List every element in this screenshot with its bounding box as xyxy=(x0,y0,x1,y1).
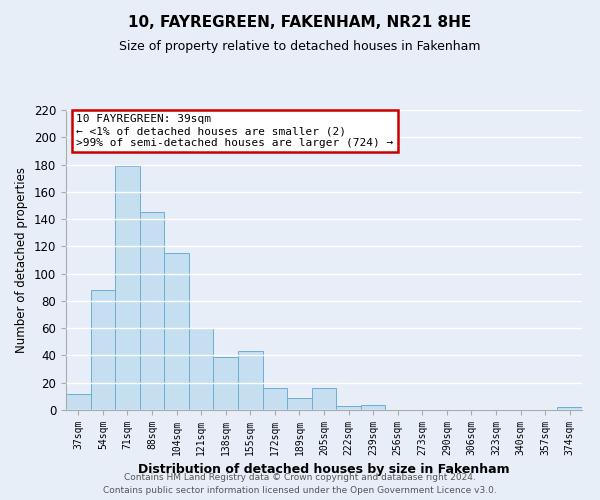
Bar xyxy=(312,388,336,410)
Bar xyxy=(238,352,263,410)
Bar xyxy=(91,290,115,410)
Bar xyxy=(263,388,287,410)
Bar xyxy=(115,166,140,410)
Text: Contains HM Land Registry data © Crown copyright and database right 2024.: Contains HM Land Registry data © Crown c… xyxy=(124,474,476,482)
Bar xyxy=(214,357,238,410)
Text: 10 FAYREGREEN: 39sqm
← <1% of detached houses are smaller (2)
>99% of semi-detac: 10 FAYREGREEN: 39sqm ← <1% of detached h… xyxy=(76,114,394,148)
Bar xyxy=(361,404,385,410)
Bar xyxy=(189,328,214,410)
Bar xyxy=(66,394,91,410)
X-axis label: Distribution of detached houses by size in Fakenham: Distribution of detached houses by size … xyxy=(138,464,510,476)
Bar xyxy=(164,253,189,410)
Bar xyxy=(336,406,361,410)
Text: Contains public sector information licensed under the Open Government Licence v3: Contains public sector information licen… xyxy=(103,486,497,495)
Bar xyxy=(557,408,582,410)
Bar xyxy=(287,398,312,410)
Bar xyxy=(140,212,164,410)
Text: 10, FAYREGREEN, FAKENHAM, NR21 8HE: 10, FAYREGREEN, FAKENHAM, NR21 8HE xyxy=(128,15,472,30)
Y-axis label: Number of detached properties: Number of detached properties xyxy=(16,167,28,353)
Text: Size of property relative to detached houses in Fakenham: Size of property relative to detached ho… xyxy=(119,40,481,53)
